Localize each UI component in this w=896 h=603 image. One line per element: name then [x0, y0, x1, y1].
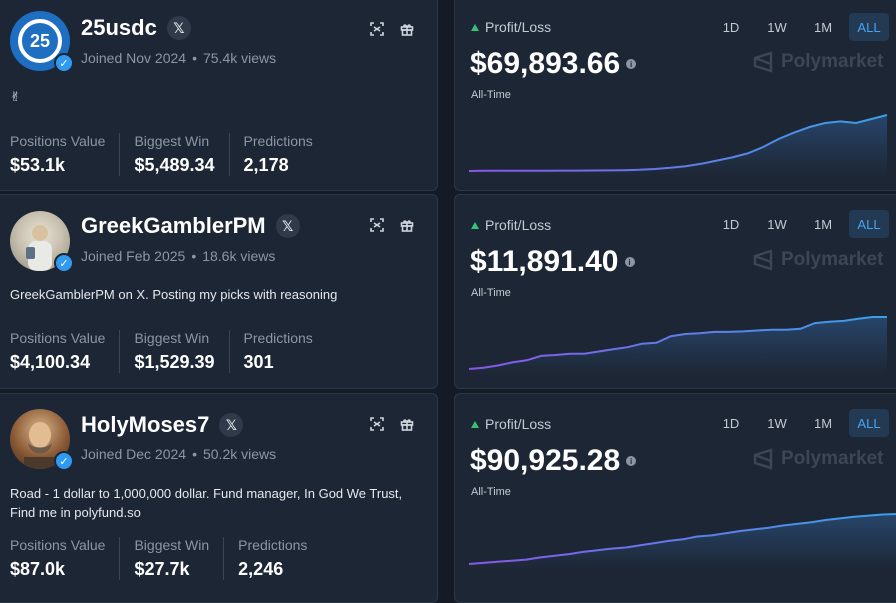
up-arrow-icon [471, 420, 479, 428]
pnl-value: $90,925.28 [470, 444, 621, 477]
scan-icon[interactable] [369, 416, 385, 432]
avatar-photo [26, 225, 52, 271]
stat-predictions: Predictions 2,178 [243, 133, 313, 175]
brand-name: Polymarket [781, 51, 884, 72]
range-1w[interactable]: 1W [767, 216, 787, 232]
pnl-card-0: Profit/Loss $69,893.66 i All-Time 1D 1W 1… [454, 0, 896, 191]
stat-biggest-win: Biggest Win $1,529.39 [134, 330, 230, 373]
range-1d[interactable]: 1D [722, 216, 740, 232]
pnl-area [469, 317, 887, 375]
meta-dot: • [192, 50, 197, 66]
range-all[interactable]: ALL [849, 409, 889, 437]
x-icon[interactable]: 𝕏 [275, 214, 300, 238]
bio: Road - 1 dollar to 1,000,000 dollar. Fun… [10, 486, 403, 520]
info-icon[interactable]: i [626, 456, 637, 466]
info-icon[interactable]: i [624, 257, 635, 267]
gift-icon[interactable] [399, 416, 415, 432]
trader-card-2[interactable]: ✓ HolyMoses7 𝕏 Joined Dec 2024 • 50.2k vie… [0, 393, 438, 603]
gift-icon[interactable] [399, 217, 415, 233]
pnl-card-2: Profit/Loss $90,925.28 i All-Time 1D 1W 1… [454, 393, 896, 603]
bio: ✌ [10, 89, 21, 104]
trader-card-1[interactable]: ✓ GreekGamblerPM 𝕏 Joined Feb 2025 • 18.6k… [0, 194, 438, 389]
pnl-line [469, 114, 888, 172]
pnl-value: $11,891.40 [470, 245, 619, 278]
x-icon[interactable]: 𝕏 [166, 16, 191, 40]
up-arrow-icon [471, 221, 479, 229]
polymarket-logo-icon [753, 249, 773, 271]
pnl-period: All-Time [471, 287, 511, 299]
stat-predictions: Predictions 2,246 [238, 537, 308, 579]
avatar[interactable]: ✓ [10, 211, 74, 273]
info-icon[interactable]: i [626, 59, 637, 69]
pnl-area [469, 115, 887, 177]
x-icon[interactable]: 𝕏 [219, 413, 244, 437]
username[interactable]: GreekGamblerPM [81, 213, 266, 238]
pnl-period: All-Time [471, 89, 511, 101]
pnl-label: Profit/Loss [485, 217, 552, 233]
range-1w[interactable]: 1W [767, 415, 787, 431]
range-1m[interactable]: 1M [813, 415, 833, 431]
pnl-period: All-Time [471, 486, 511, 498]
range-1d[interactable]: 1D [722, 19, 740, 35]
pnl-label: Profit/Loss [485, 416, 552, 432]
range-1d[interactable]: 1D [722, 415, 740, 431]
stat-biggest-win: Biggest Win $5,489.34 [134, 133, 230, 176]
scan-icon[interactable] [369, 217, 385, 233]
pnl-chart-0 [469, 114, 888, 177]
bio: GreekGamblerPM on X. Posting my picks wi… [10, 287, 338, 302]
view-count: 18.6k views [202, 248, 276, 264]
polymarket-logo-icon [753, 51, 773, 73]
brand-name: Polymarket [781, 448, 884, 469]
stat-positions-value: Positions Value $4,100.34 [10, 330, 121, 373]
view-count: 50.2k views [202, 446, 277, 462]
range-all[interactable]: ALL [849, 13, 889, 41]
pnl-line [469, 513, 896, 565]
polymarket-logo-icon [753, 448, 773, 470]
pnl-area [469, 514, 896, 570]
pnl-chart-2 [469, 513, 896, 570]
meta-dot: • [191, 248, 197, 264]
up-arrow-icon [471, 23, 479, 31]
meta-dot: • [192, 446, 197, 462]
gift-icon[interactable] [399, 21, 415, 37]
joined-date: Joined Nov 2024 [81, 50, 187, 66]
username[interactable]: HolyMoses7 [81, 412, 210, 437]
avatar-photo [24, 422, 56, 469]
pnl-chart-1 [469, 316, 887, 375]
brand-name: Polymarket [781, 249, 884, 270]
verified-icon: ✓ [54, 253, 74, 273]
trader-card-0[interactable]: 25 ✓ 25usdc 𝕏 Joined Nov 2024 • 75.4k view… [0, 0, 438, 191]
pnl-card-1: Profit/Loss $11,891.40 i All-Time 1D 1W 1… [454, 194, 896, 389]
range-all[interactable]: ALL [849, 210, 889, 238]
joined-date: Joined Dec 2024 [81, 446, 187, 462]
stat-predictions: Predictions 301 [243, 330, 313, 372]
pnl-label: Profit/Loss [485, 19, 552, 35]
avatar-logo: 25 [18, 19, 62, 63]
joined-date: Joined Feb 2025 [81, 248, 186, 264]
range-1w[interactable]: 1W [767, 19, 787, 35]
pnl-value: $69,893.66 [470, 47, 621, 80]
range-1m[interactable]: 1M [813, 216, 833, 232]
avatar[interactable]: 25 ✓ [10, 11, 74, 73]
view-count: 75.4k views [202, 50, 277, 66]
username[interactable]: 25usdc [81, 15, 157, 40]
avatar[interactable]: ✓ [10, 409, 74, 471]
stat-positions-value: Positions Value $53.1k [10, 133, 121, 176]
verified-icon: ✓ [54, 451, 74, 471]
stat-biggest-win: Biggest Win $27.7k [134, 537, 225, 580]
pnl-line [469, 316, 887, 370]
stat-positions-value: Positions Value $87.0k [10, 537, 121, 580]
verified-icon: ✓ [54, 53, 74, 73]
scan-icon[interactable] [369, 21, 385, 37]
range-1m[interactable]: 1M [813, 19, 833, 35]
